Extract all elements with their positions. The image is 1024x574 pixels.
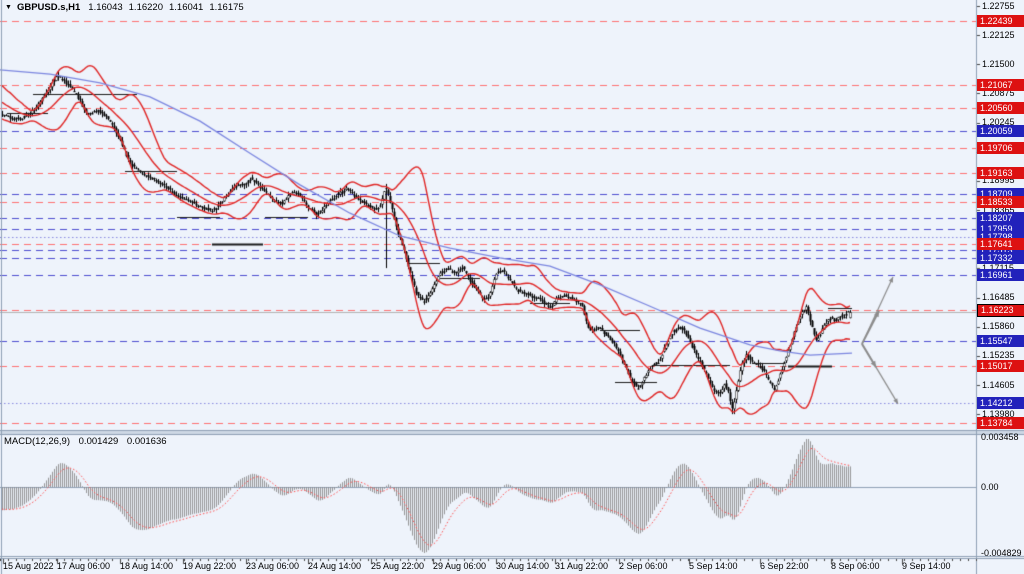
mt4-chart-window: ▼ GBPUSD.s,H1 1.16043 1.16220 1.16041 1.… — [0, 0, 1024, 574]
chart-canvas[interactable] — [0, 0, 1024, 574]
